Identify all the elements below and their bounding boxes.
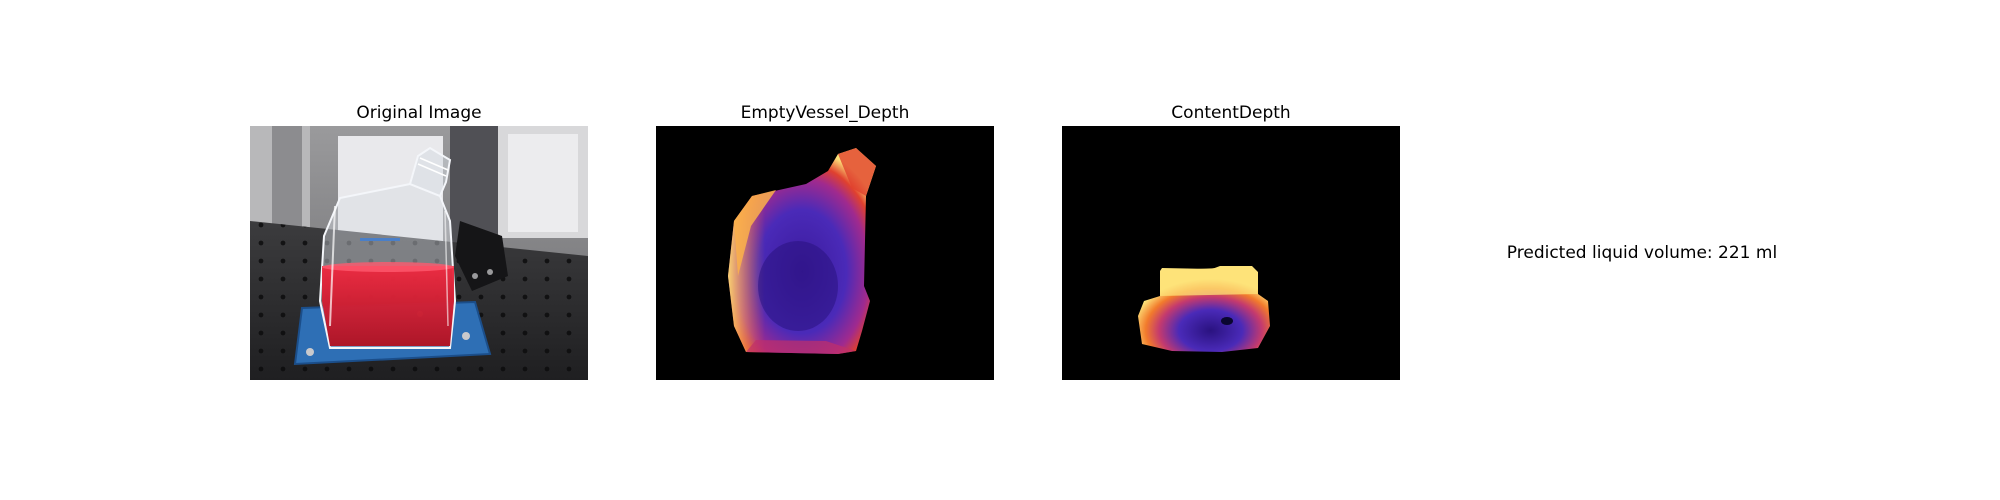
empty-vessel-depth-title: EmptyVessel_Depth <box>740 103 910 123</box>
content-depth-map <box>1062 126 1400 380</box>
original-image <box>250 126 588 380</box>
depth-map-content-icon <box>1062 126 1400 380</box>
content-depth-title: ContentDepth <box>1171 103 1291 123</box>
original-image-title: Original Image <box>356 103 482 123</box>
empty-vessel-depth-map <box>656 126 994 380</box>
depth-map-empty-vessel-icon <box>656 126 994 380</box>
original-photo-flask-icon <box>250 126 588 380</box>
predicted-volume-label: Predicted liquid volume: 221 ml <box>1506 243 1778 263</box>
